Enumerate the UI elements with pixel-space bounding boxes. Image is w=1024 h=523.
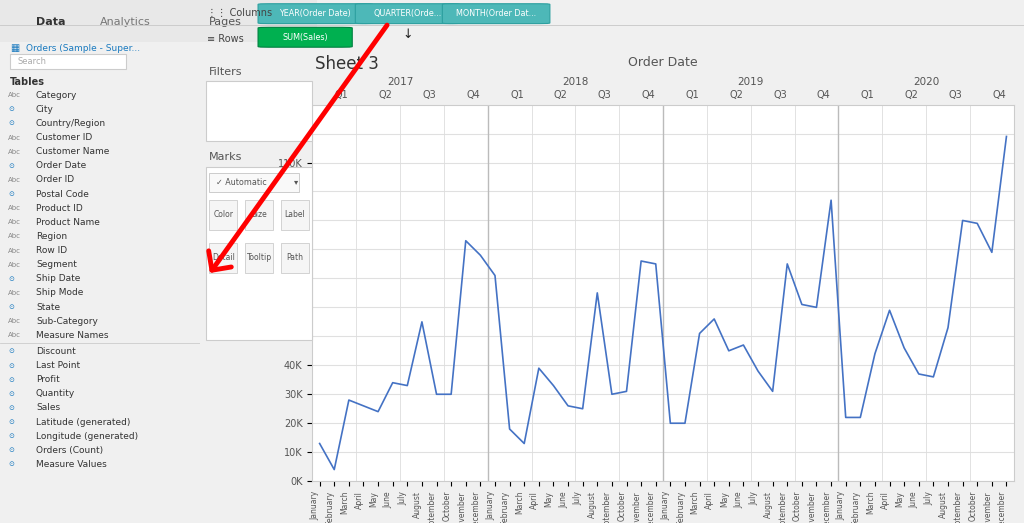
Bar	[209, 200, 238, 230]
Text: Sheet 3: Sheet 3	[315, 55, 379, 73]
Text: Size: Size	[251, 210, 267, 220]
Text: ▦: ▦	[10, 43, 19, 53]
Text: Product ID: Product ID	[36, 203, 83, 213]
FancyBboxPatch shape	[258, 27, 352, 47]
Bar	[200, 0, 317, 42]
Text: ⊙: ⊙	[8, 163, 14, 169]
Text: Pages: Pages	[209, 17, 242, 28]
Bar	[245, 243, 273, 273]
Text: ↓: ↓	[402, 28, 413, 41]
Text: ⊙: ⊙	[8, 304, 14, 310]
Text: Abc: Abc	[8, 92, 20, 98]
Bar	[10, 54, 126, 69]
FancyBboxPatch shape	[442, 4, 550, 24]
Text: Order Date: Order Date	[36, 161, 86, 170]
Bar	[281, 200, 309, 230]
Text: Abc: Abc	[8, 262, 20, 268]
Text: Category: Category	[36, 90, 78, 100]
Text: Color: Color	[213, 210, 233, 220]
Text: Abc: Abc	[8, 233, 20, 240]
Text: State: State	[36, 302, 60, 312]
Text: Abc: Abc	[8, 247, 20, 254]
Bar	[206, 167, 311, 340]
Text: Detail: Detail	[212, 253, 234, 263]
Text: Orders (Sample - Super...: Orders (Sample - Super...	[26, 43, 140, 53]
Text: ⊙: ⊙	[8, 461, 14, 468]
Text: Latitude (generated): Latitude (generated)	[36, 417, 130, 427]
Text: Marks: Marks	[209, 152, 243, 162]
Text: Tables: Tables	[10, 77, 45, 87]
Text: Measure Names: Measure Names	[36, 331, 109, 340]
Text: ⊙: ⊙	[8, 276, 14, 282]
Text: Abc: Abc	[8, 318, 20, 324]
Text: Last Point: Last Point	[36, 361, 80, 370]
Text: ⊙: ⊙	[8, 405, 14, 411]
Text: Abc: Abc	[8, 332, 20, 338]
Text: Ship Date: Ship Date	[36, 274, 80, 283]
Text: Abc: Abc	[8, 134, 20, 141]
Text: Measure Values: Measure Values	[36, 460, 106, 469]
Text: ⊙: ⊙	[8, 433, 14, 439]
Text: ⊙: ⊙	[8, 348, 14, 355]
Text: ≡ Rows: ≡ Rows	[207, 34, 244, 44]
Text: Abc: Abc	[8, 177, 20, 183]
Text: Ship Mode: Ship Mode	[36, 288, 83, 298]
Text: Abc: Abc	[8, 219, 20, 225]
Text: Path: Path	[287, 253, 303, 263]
Text: Sales: Sales	[36, 403, 60, 413]
Text: ⊙: ⊙	[8, 377, 14, 383]
Text: ⊙: ⊙	[8, 120, 14, 127]
Bar	[206, 81, 311, 141]
Text: ⊙: ⊙	[8, 106, 14, 112]
Text: Orders (Count): Orders (Count)	[36, 446, 103, 455]
Text: Data: Data	[36, 17, 66, 28]
Text: YEAR(Order Date): YEAR(Order Date)	[280, 9, 351, 18]
Text: SUM(Sales): SUM(Sales)	[283, 33, 328, 42]
Text: Order ID: Order ID	[36, 175, 74, 185]
FancyBboxPatch shape	[355, 4, 460, 24]
Text: MONTH(Order Dat...: MONTH(Order Dat...	[456, 9, 536, 18]
Text: ⊙: ⊙	[8, 362, 14, 369]
Text: Customer ID: Customer ID	[36, 133, 92, 142]
Text: Region: Region	[36, 232, 67, 241]
Text: Discount: Discount	[36, 347, 76, 356]
Text: Postal Code: Postal Code	[36, 189, 89, 199]
Title: Order Date: Order Date	[629, 56, 697, 69]
Text: Search: Search	[18, 57, 47, 66]
Text: ⊙: ⊙	[8, 447, 14, 453]
Bar	[0, 0, 200, 42]
Text: Abc: Abc	[8, 290, 20, 296]
Text: ⊙: ⊙	[8, 391, 14, 397]
Text: Customer Name: Customer Name	[36, 147, 110, 156]
Text: Product Name: Product Name	[36, 218, 99, 227]
Text: Tooltip: Tooltip	[247, 253, 271, 263]
Text: Label: Label	[285, 210, 305, 220]
FancyBboxPatch shape	[258, 4, 373, 24]
Text: Abc: Abc	[8, 149, 20, 155]
Text: QUARTER(Orde...: QUARTER(Orde...	[374, 9, 441, 18]
Text: Row ID: Row ID	[36, 246, 67, 255]
Text: Analytics: Analytics	[100, 17, 151, 28]
Text: Sub-Category: Sub-Category	[36, 316, 98, 326]
Text: ▾: ▾	[294, 177, 298, 187]
Text: ⊙: ⊙	[8, 419, 14, 425]
Bar	[281, 243, 309, 273]
Text: Segment: Segment	[36, 260, 77, 269]
Text: Quantity: Quantity	[36, 389, 75, 399]
Text: Abc: Abc	[8, 205, 20, 211]
Text: ✓ Automatic: ✓ Automatic	[216, 177, 267, 187]
Y-axis label: Sales: Sales	[263, 278, 273, 308]
Text: City: City	[36, 105, 54, 114]
Text: Longitude (generated): Longitude (generated)	[36, 431, 138, 441]
Bar	[245, 200, 273, 230]
Bar	[209, 243, 238, 273]
Text: Country/Region: Country/Region	[36, 119, 106, 128]
Text: Filters: Filters	[209, 67, 243, 77]
Text: Profit: Profit	[36, 375, 59, 384]
Text: ⋮⋮ Columns: ⋮⋮ Columns	[207, 8, 272, 18]
Text: ⊙: ⊙	[8, 191, 14, 197]
Bar	[209, 173, 299, 192]
